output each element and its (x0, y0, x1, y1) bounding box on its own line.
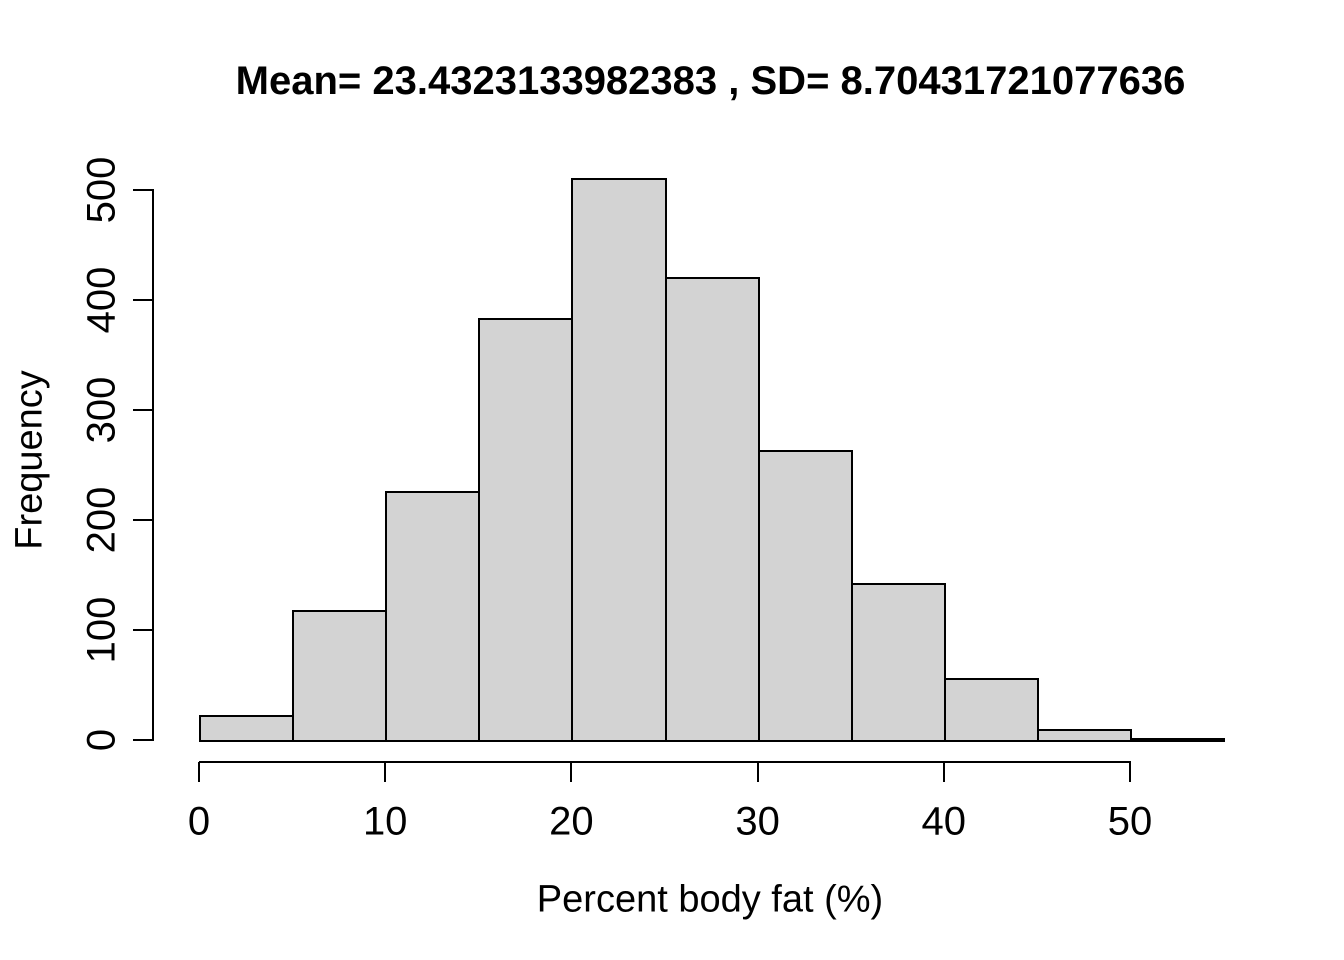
x-tick (384, 762, 387, 782)
x-tick (198, 762, 200, 782)
y-tick (133, 519, 153, 521)
histogram-bar (944, 678, 1039, 742)
y-tick-label: 500 (79, 156, 124, 224)
x-axis-line (199, 761, 1131, 763)
histogram-bar (1130, 738, 1225, 742)
y-tick (133, 629, 153, 631)
histogram-bar (199, 715, 294, 742)
histogram-bar (385, 491, 480, 742)
y-tick-label: 300 (79, 376, 124, 444)
histogram-bar (665, 277, 760, 742)
x-tick (942, 762, 945, 782)
chart-title: Mean= 23.4323133982383 , SD= 8.704317210… (235, 59, 1186, 103)
y-tick-label: 0 (79, 728, 124, 752)
histogram-bar (1037, 729, 1132, 742)
x-tick-label: 10 (362, 799, 408, 844)
x-tick (570, 762, 573, 782)
histogram-bar (571, 178, 667, 742)
x-tick-label: 30 (735, 799, 780, 844)
y-tick (133, 409, 153, 411)
x-tick (756, 762, 759, 782)
y-tick-label: 400 (79, 266, 124, 334)
y-tick (133, 299, 153, 301)
x-tick-label: 20 (549, 799, 594, 844)
x-tick-label: 40 (921, 799, 967, 844)
histogram-bar (292, 610, 387, 742)
x-tick (1129, 762, 1131, 782)
y-tick-label: 100 (79, 596, 124, 664)
y-axis-label: Frequency (8, 370, 51, 550)
histogram-bar (758, 450, 853, 742)
y-tick (133, 189, 153, 191)
histogram-bar (851, 583, 946, 742)
x-axis-label: Percent body fat (%) (536, 878, 884, 921)
histogram-bar (478, 318, 573, 742)
y-axis-line (152, 189, 154, 741)
y-tick-label: 200 (79, 486, 124, 554)
x-tick-label: 0 (187, 799, 211, 844)
x-tick-label: 50 (1107, 799, 1153, 844)
y-tick (133, 739, 153, 741)
